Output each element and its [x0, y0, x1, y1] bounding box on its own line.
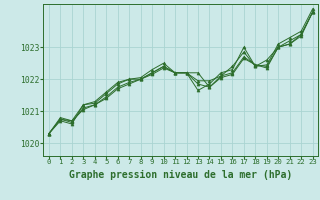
- X-axis label: Graphe pression niveau de la mer (hPa): Graphe pression niveau de la mer (hPa): [69, 170, 292, 180]
